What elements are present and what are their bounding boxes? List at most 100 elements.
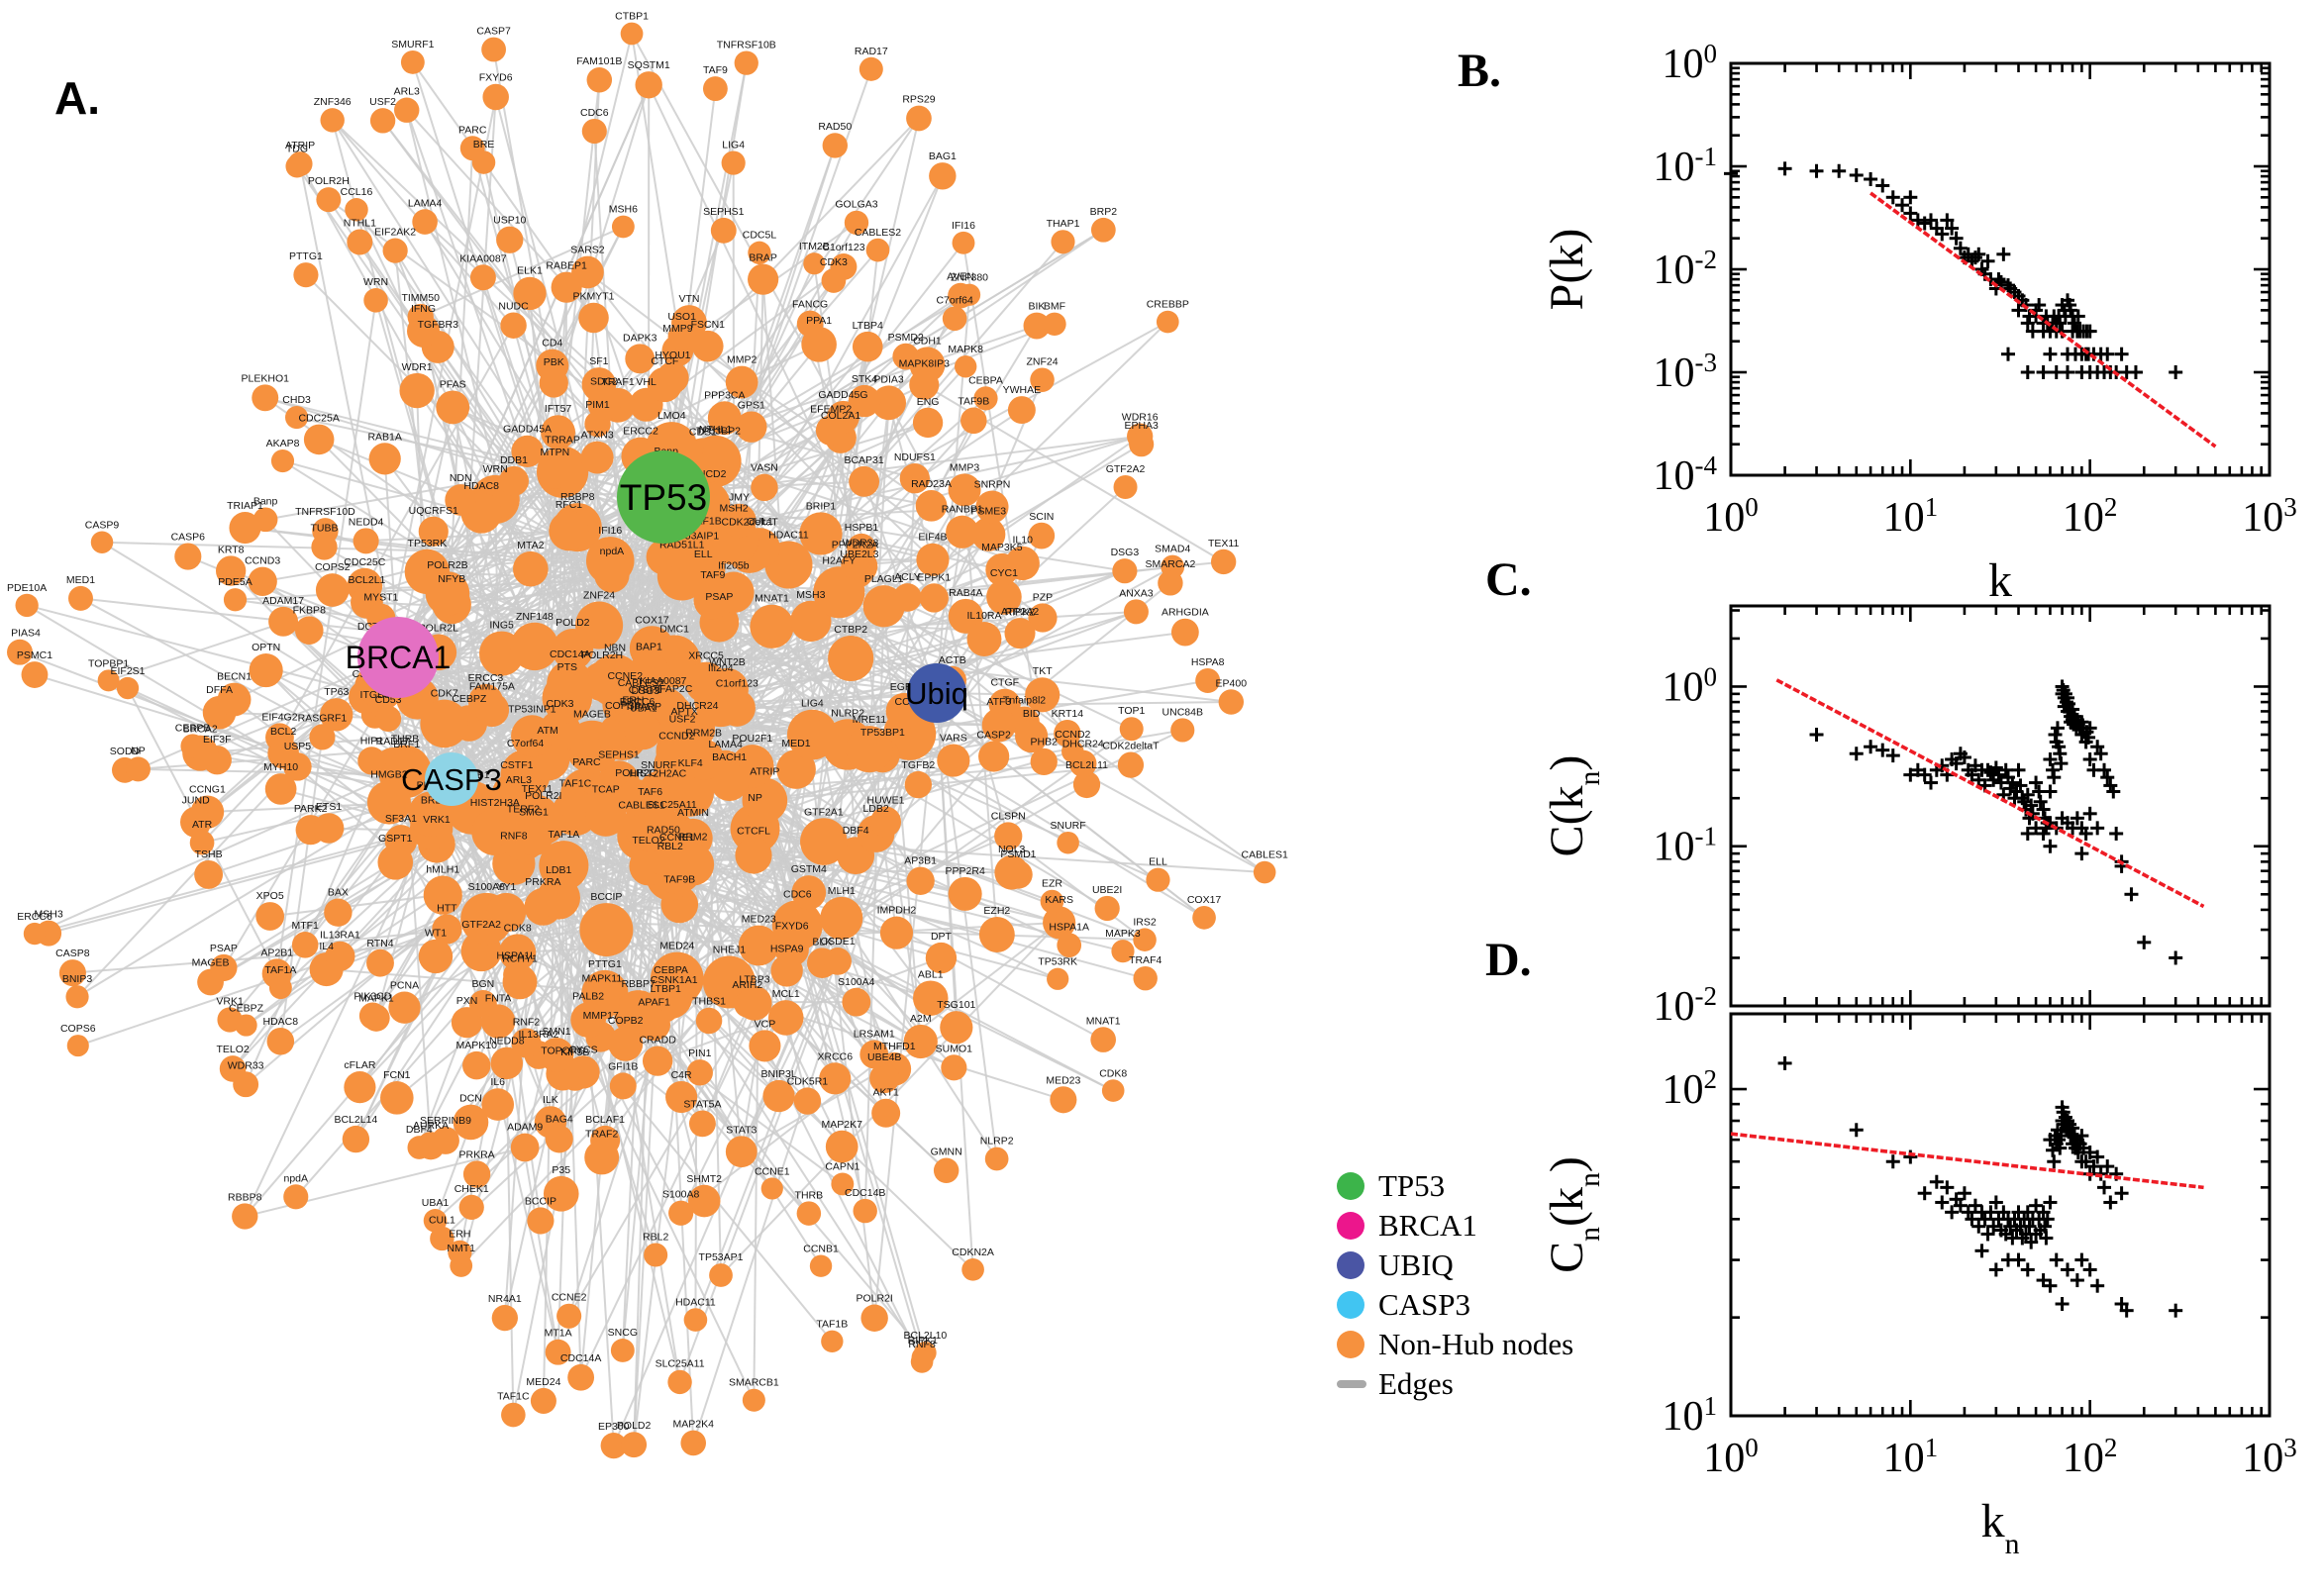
- network-node: [406, 314, 441, 348]
- network-node: [468, 989, 497, 1018]
- network-node: [469, 264, 496, 291]
- node-swatch-icon: [1337, 1172, 1364, 1200]
- plot-frame-B: [1729, 61, 2272, 477]
- network-node: [713, 571, 755, 614]
- network-node: [642, 1046, 673, 1076]
- network-edge: [264, 396, 664, 498]
- network-node: [691, 330, 724, 362]
- network-node: [610, 1339, 635, 1362]
- network-edge: [679, 692, 938, 1214]
- x-axis-label-B: k: [1988, 554, 2012, 607]
- network-node: [432, 914, 462, 945]
- y-tick-label: 100: [1663, 39, 1718, 87]
- network-edge: [694, 692, 938, 1321]
- node-label: CDK2deltaT: [722, 517, 779, 529]
- network-node: [627, 652, 671, 697]
- network-node: [588, 653, 642, 708]
- tick-layer-B: [1729, 61, 2272, 477]
- network-node: [407, 1136, 432, 1159]
- network-node: [229, 512, 261, 545]
- network-node: [510, 1133, 540, 1162]
- network-node: [1028, 603, 1058, 633]
- network-node: [828, 635, 874, 682]
- network-node: [1218, 689, 1245, 715]
- network-node: [796, 310, 824, 338]
- network-edge: [374, 713, 1060, 924]
- network-node: [916, 543, 950, 576]
- node-label: NLRP2: [831, 707, 864, 719]
- legend-item: Non-Hub nodes: [1337, 1325, 1594, 1364]
- network-node: [551, 271, 582, 303]
- network-node: [116, 676, 140, 700]
- network-node: [1133, 965, 1158, 991]
- network-node: [824, 948, 852, 975]
- network-node: [858, 56, 883, 81]
- network-node: [793, 1087, 822, 1115]
- node-label: DSG3: [631, 685, 659, 697]
- node-swatch-icon: [1337, 1331, 1364, 1358]
- network-node: [842, 987, 871, 1017]
- network-node: [436, 390, 470, 425]
- network-node: [309, 724, 336, 750]
- network-edge: [377, 96, 497, 688]
- network-node: [910, 1350, 934, 1373]
- network-node: [264, 773, 297, 805]
- network-node: [1047, 967, 1069, 990]
- network-node: [267, 737, 299, 769]
- network-node: [412, 209, 438, 235]
- network-node: [320, 698, 354, 732]
- network-node: [585, 537, 635, 585]
- network-node: [291, 932, 319, 958]
- network-edge: [451, 479, 667, 780]
- network-node: [539, 368, 568, 398]
- network-node: [578, 302, 609, 334]
- network-node: [1158, 570, 1183, 596]
- network-node: [491, 1304, 518, 1332]
- network-node: [342, 1125, 370, 1153]
- network-node: [539, 1038, 574, 1072]
- network-node: [981, 708, 1016, 743]
- network-node: [68, 585, 93, 611]
- network-node: [303, 424, 335, 455]
- network-node: [1101, 1079, 1125, 1102]
- network-node: [742, 777, 788, 824]
- network-node: [624, 713, 662, 750]
- network-node: [7, 639, 33, 665]
- panel-label-c: C.: [1485, 553, 1532, 606]
- network-node: [609, 1072, 637, 1100]
- network-node: [423, 1209, 448, 1233]
- network-node: [709, 1263, 733, 1287]
- network-node: [749, 1030, 781, 1062]
- network-node: [1129, 432, 1155, 457]
- network-node: [710, 762, 749, 802]
- network-node: [680, 1430, 707, 1456]
- network-edge: [729, 781, 1070, 947]
- network-node: [1094, 895, 1120, 922]
- network-node: [283, 1184, 309, 1210]
- x-tick-label: 103: [2242, 492, 2297, 541]
- network-node: [324, 898, 353, 927]
- network-node: [311, 534, 338, 560]
- x-tick-label: 100: [1703, 492, 1759, 541]
- panel-label-d: D.: [1485, 934, 1532, 986]
- network-node: [388, 991, 421, 1024]
- network-node: [638, 1008, 671, 1042]
- network-node: [846, 726, 893, 773]
- network-node: [252, 384, 279, 412]
- network-node: [796, 1201, 822, 1226]
- network-node: [667, 322, 696, 350]
- network-node: [821, 1330, 844, 1353]
- network-node: [287, 151, 313, 176]
- network-node: [514, 818, 554, 856]
- network-node: [644, 1243, 668, 1267]
- node-label: PSAP: [705, 591, 733, 603]
- network-node: [542, 672, 592, 724]
- legend-label: Edges: [1378, 1366, 1454, 1401]
- network-node: [687, 1184, 721, 1218]
- network-node: [1090, 1027, 1117, 1052]
- network-node: [174, 543, 202, 570]
- network-node: [1072, 770, 1101, 799]
- network-node: [721, 150, 746, 175]
- network-node: [978, 741, 1010, 772]
- network-edge: [662, 435, 1141, 498]
